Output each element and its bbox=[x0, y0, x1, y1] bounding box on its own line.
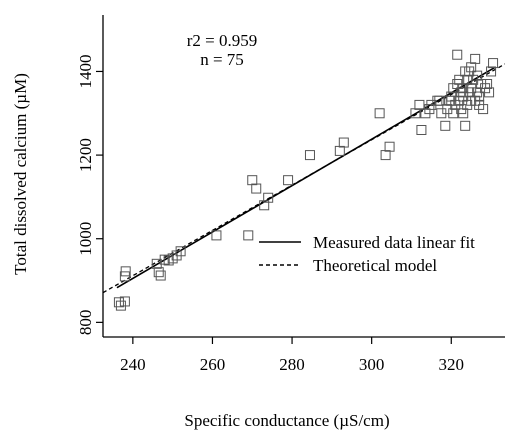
data-point bbox=[460, 120, 471, 131]
legend-label-linear-fit: Measured data linear fit bbox=[313, 233, 475, 252]
data-point bbox=[380, 150, 391, 161]
x-tick-label: 240 bbox=[120, 355, 146, 374]
y-axis-label: Total dissolved calcium (µM) bbox=[11, 73, 30, 275]
legend: Measured data linear fit Theoretical mod… bbox=[259, 233, 475, 275]
data-point bbox=[163, 255, 174, 266]
data-point bbox=[243, 230, 254, 241]
y-tick-label: 800 bbox=[76, 310, 95, 336]
data-point bbox=[466, 62, 477, 73]
data-point bbox=[458, 83, 469, 94]
data-point bbox=[488, 58, 499, 69]
data-point bbox=[119, 296, 130, 307]
data-point bbox=[119, 271, 130, 282]
data-point bbox=[304, 150, 315, 161]
data-point bbox=[484, 87, 495, 98]
data-point bbox=[263, 192, 274, 203]
data-point bbox=[482, 79, 493, 89]
data-point bbox=[175, 246, 186, 257]
data-point bbox=[211, 230, 222, 241]
theoretical-model-line bbox=[103, 63, 505, 294]
data-point bbox=[120, 266, 131, 277]
y-tick-label: 1400 bbox=[76, 54, 95, 88]
x-tick-label: 260 bbox=[200, 355, 226, 374]
data-point bbox=[338, 137, 349, 148]
data-point bbox=[454, 74, 465, 85]
data-point bbox=[159, 254, 170, 265]
data-point bbox=[167, 253, 178, 264]
y-tick-label: 1200 bbox=[76, 138, 95, 172]
data-point bbox=[410, 108, 421, 119]
data-point bbox=[334, 145, 345, 156]
data-point bbox=[470, 53, 481, 64]
y-tick-label: 1000 bbox=[76, 222, 95, 256]
data-point bbox=[384, 141, 395, 152]
n-annotation: n = 75 bbox=[200, 50, 244, 69]
data-point bbox=[440, 120, 451, 131]
x-tick-label: 280 bbox=[279, 355, 305, 374]
data-point bbox=[486, 66, 497, 77]
x-tick-label: 320 bbox=[439, 355, 465, 374]
data-point bbox=[374, 108, 385, 119]
data-point bbox=[452, 49, 463, 60]
data-point bbox=[155, 270, 166, 281]
data-point bbox=[247, 175, 258, 186]
data-point bbox=[259, 200, 270, 211]
data-point bbox=[414, 99, 425, 110]
data-point bbox=[434, 95, 445, 106]
data-point bbox=[153, 267, 164, 278]
r2-annotation: r2 = 0.959 bbox=[187, 31, 258, 50]
data-point bbox=[283, 175, 294, 186]
legend-label-theoretical-model: Theoretical model bbox=[313, 256, 437, 275]
data-point bbox=[113, 297, 124, 308]
data-point bbox=[251, 183, 262, 194]
data-point bbox=[458, 108, 469, 119]
plot-marks bbox=[103, 49, 505, 311]
data-point bbox=[478, 104, 489, 115]
axes: 240 260 280 300 320 800 1000 1200 1400 bbox=[76, 15, 505, 374]
data-point bbox=[472, 70, 483, 81]
x-axis-label: Specific conductance (µS/cm) bbox=[184, 411, 389, 430]
data-point bbox=[462, 74, 473, 85]
data-point bbox=[416, 125, 427, 135]
data-point bbox=[474, 91, 485, 102]
x-tick-label: 300 bbox=[359, 355, 385, 374]
